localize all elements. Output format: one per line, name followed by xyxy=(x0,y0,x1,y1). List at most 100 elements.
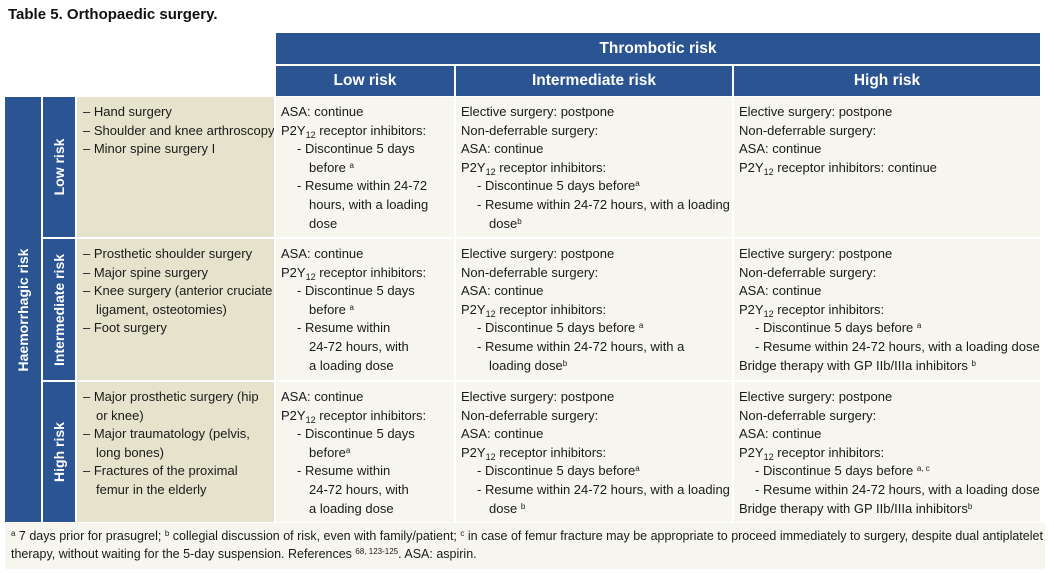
surgery-item-cont: ligament, osteotomies) xyxy=(96,301,227,317)
p2y12-line: P2Y12 receptor inhibitors: xyxy=(281,122,427,140)
asa-line: ASA: continue xyxy=(461,426,544,442)
resume-line: - Resume within 24-72 xyxy=(297,178,428,194)
resume-line-cont: a loading dose xyxy=(309,500,394,516)
cell-low-intermediate: Elective surgery: postpone Non-deferrabl… xyxy=(456,97,732,237)
row-header-low-risk: Low risk xyxy=(43,97,75,237)
resume-line: - Resume within xyxy=(297,463,391,479)
thrombotic-risk-label: Thrombotic risk xyxy=(599,39,717,57)
cell-high-high: Elective surgery: postpone Non-deferrabl… xyxy=(734,382,1040,522)
cell-high-low: ASA: continue P2Y12 receptor inhibitors:… xyxy=(276,382,454,522)
elective-line: Elective surgery: postpone xyxy=(739,246,893,261)
surgery-list-low: – Hand surgery – Shoulder and knee arthr… xyxy=(77,97,274,237)
asa-line: ASA: continue xyxy=(281,389,364,404)
nondeferrable-line: Non-deferrable surgery: xyxy=(461,122,599,138)
resume-line: - Resume within 24-72 hours, with a load… xyxy=(755,481,1040,497)
resume-line-cont: 24-72 hours, with xyxy=(309,481,409,497)
surgery-list-intermediate: – Prosthetic shoulder surgery – Major sp… xyxy=(77,239,274,380)
asa-line: ASA: continue xyxy=(739,283,822,299)
resume-line-cont: dose b xyxy=(489,500,526,516)
elective-line: Elective surgery: postpone xyxy=(461,389,615,404)
p2y12-line: P2Y12 receptor inhibitors: xyxy=(739,444,885,462)
p2y12-line: P2Y12 receptor inhibitors: xyxy=(461,444,607,462)
p2y12-line: P2Y12 receptor inhibitors: xyxy=(739,301,885,319)
nondeferrable-line: Non-deferrable surgery: xyxy=(739,407,877,423)
p2y12-line: P2Y12 receptor inhibitors: xyxy=(461,301,607,319)
resume-line-cont: 24-72 hours, with xyxy=(309,338,409,354)
p2y12-line: P2Y12 receptor inhibitors: xyxy=(281,407,427,425)
discontinue-line: - Discontinue 5 days before a, c xyxy=(755,463,930,479)
cell-intermediate-low: ASA: continue P2Y12 receptor inhibitors:… xyxy=(276,239,454,380)
surgery-item: – Knee surgery (anterior cruciate xyxy=(83,283,273,299)
elective-line: Elective surgery: postpone xyxy=(461,246,615,261)
asa-line: ASA: continue xyxy=(461,141,544,157)
asa-line: ASA: continue xyxy=(281,246,364,261)
resume-line-cont: hours, with a loading xyxy=(309,196,429,212)
nondeferrable-line: Non-deferrable surgery: xyxy=(461,407,599,423)
resume-line-cont: doseb xyxy=(489,215,522,231)
p2y12-line: P2Y12 receptor inhibitors: xyxy=(461,159,607,177)
discontinue-line: - Discontinue 5 days xyxy=(297,426,415,442)
cell-intermediate-intermediate: Elective surgery: postpone Non-deferrabl… xyxy=(456,239,732,380)
nondeferrable-line: Non-deferrable surgery: xyxy=(739,264,877,280)
surgery-list-high: – Major prosthetic surgery (hip or knee)… xyxy=(77,382,274,522)
asa-line: ASA: continue xyxy=(739,426,822,442)
surgery-item: – Shoulder and knee arthroscopy xyxy=(83,122,274,138)
cell-low-low: ASA: continue P2Y12 receptor inhibitors:… xyxy=(276,97,454,237)
surgery-item-cont: or knee) xyxy=(96,407,144,423)
resume-line-cont: dose xyxy=(309,215,338,231)
discontinue-line: - Discontinue 5 days before a xyxy=(477,320,644,336)
surgery-item: – Major spine surgery xyxy=(83,264,208,280)
surgery-item-cont: femur in the elderly xyxy=(96,481,207,497)
elective-line: Elective surgery: postpone xyxy=(739,389,893,404)
row-header-high-label: High risk xyxy=(51,422,67,482)
asa-line: ASA: continue xyxy=(461,283,544,299)
row-header-intermediate-label: Intermediate risk xyxy=(51,253,67,366)
resume-line-cont: a loading dose xyxy=(309,357,394,373)
p2y12-line: P2Y12 receptor inhibitors: continue xyxy=(739,159,937,177)
discontinue-line-cont: before a xyxy=(309,301,354,317)
discontinue-line: - Discontinue 5 days beforea xyxy=(477,463,640,479)
haemorrhagic-risk-label: Haemorrhagic risk xyxy=(15,248,31,371)
nondeferrable-line: Non-deferrable surgery: xyxy=(739,122,877,138)
footnote-line-1: a 7 days prior for prasugrel; b collegia… xyxy=(11,529,1043,543)
cell-high-intermediate: Elective surgery: postpone Non-deferrabl… xyxy=(456,382,732,522)
col-header-low-label: Low risk xyxy=(333,72,397,89)
surgery-item: – Foot surgery xyxy=(83,320,167,336)
thrombotic-risk-header: Thrombotic risk xyxy=(276,33,1040,64)
p2y12-line: P2Y12 receptor inhibitors: xyxy=(281,264,427,282)
asa-line: ASA: continue xyxy=(739,141,822,157)
nondeferrable-line: Non-deferrable surgery: xyxy=(461,264,599,280)
col-header-high-risk: High risk xyxy=(734,66,1040,96)
discontinue-line: - Discontinue 5 days xyxy=(297,283,415,299)
resume-line: - Resume within 24-72 hours, with a load… xyxy=(477,481,730,497)
row-header-intermediate-risk: Intermediate risk xyxy=(43,239,75,380)
table-footnote: a 7 days prior for prasugrel; b collegia… xyxy=(5,523,1045,569)
discontinue-line-cont: beforea xyxy=(309,444,351,460)
col-header-low-risk: Low risk xyxy=(276,66,454,96)
cell-intermediate-high: Elective surgery: postpone Non-deferrabl… xyxy=(734,239,1040,380)
col-header-intermediate-label: Intermediate risk xyxy=(531,72,657,89)
elective-line: Elective surgery: postpone xyxy=(461,104,615,119)
footnote-line-2: therapy, without waiting for the 5-day s… xyxy=(11,547,477,561)
bridge-therapy-line: Bridge therapy with GP IIb/IIIa inhibito… xyxy=(739,500,973,516)
resume-line: - Resume within 24-72 hours, with a load… xyxy=(755,338,1040,354)
surgery-item: – Hand surgery xyxy=(83,104,172,119)
surgery-item: – Prosthetic shoulder surgery xyxy=(83,246,253,261)
discontinue-line: - Discontinue 5 days before a xyxy=(755,320,922,336)
surgery-item: – Fractures of the proximal xyxy=(83,463,238,479)
row-header-high-risk: High risk xyxy=(43,382,75,522)
cell-low-high: Elective surgery: postpone Non-deferrabl… xyxy=(734,97,1040,237)
resume-line: - Resume within xyxy=(297,320,391,336)
surgery-item: – Minor spine surgery I xyxy=(83,141,216,157)
surgery-item: – Major prosthetic surgery (hip xyxy=(83,389,259,404)
haemorrhagic-risk-header: Haemorrhagic risk xyxy=(5,97,41,522)
col-header-high-label: High risk xyxy=(853,72,921,89)
discontinue-line: - Discontinue 5 days xyxy=(297,141,415,157)
table-title: Table 5. Orthopaedic surgery. xyxy=(8,6,218,23)
surgery-item: – Major traumatology (pelvis, xyxy=(83,426,250,442)
resume-line-cont: loading doseb xyxy=(489,357,568,373)
row-header-low-label: Low risk xyxy=(51,138,67,196)
col-header-intermediate-risk: Intermediate risk xyxy=(456,66,732,96)
discontinue-line: - Discontinue 5 days beforea xyxy=(477,178,640,194)
surgery-item-cont: long bones) xyxy=(96,444,164,460)
